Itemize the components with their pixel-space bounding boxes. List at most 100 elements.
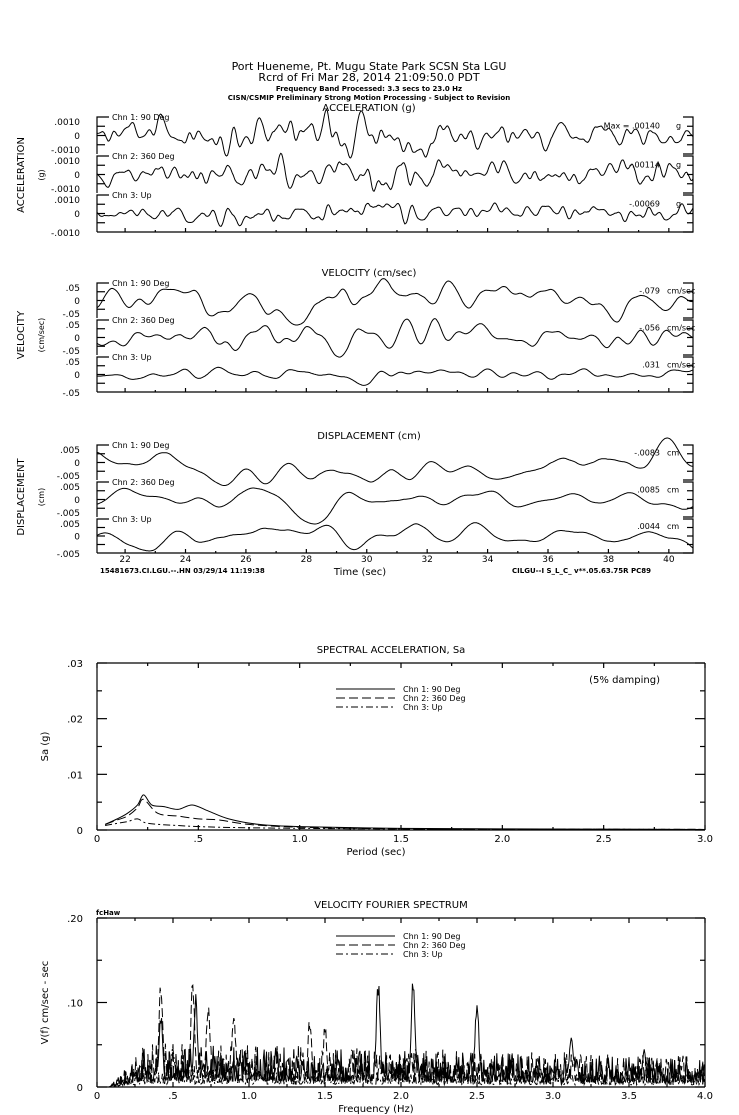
peak-value: .0085 [637, 486, 660, 495]
peak-value: -.056 [639, 324, 660, 333]
trace-line [96, 278, 694, 326]
y-tick-label-zero: 0 [74, 210, 80, 220]
left-bracket [96, 116, 109, 154]
channel-label: Chn 3: Up [112, 353, 152, 362]
channel-2: .005 0 -.005 Chn 2: 360 Deg .0085 cm [57, 478, 694, 525]
x-tick-label: 34 [482, 555, 494, 565]
y-tick-label-pos: .005 [60, 483, 80, 493]
time-series-panels: ACCELERATION (g) ACCELERATION (g) .0010 0 -.0… [16, 103, 695, 578]
y-tick-label-zero: 0 [74, 533, 80, 543]
panel-title: ACCELERATION (g) [322, 103, 415, 114]
y-tick-label: .03 [67, 659, 83, 670]
peak-unit: cm [667, 449, 679, 458]
channel-label: Chn 1: 90 Deg [112, 441, 169, 450]
y-tick-label-neg: -.05 [62, 389, 80, 399]
side-label: ACCELERATION [16, 137, 27, 213]
peak-value: .031 [642, 361, 660, 370]
y-tick-label-zero: 0 [74, 334, 80, 344]
spectral-acceleration-chart: SPECTRAL ACCELERATION, Sa 0 .5 1.0 1.5 2.0 2.5… [40, 645, 713, 858]
channel-3: .0010 0 -.0010 Chn 3: Up -.00069 g [51, 191, 694, 239]
side-label: VELOCITY [16, 310, 27, 359]
y-tick-label: .20 [67, 914, 83, 925]
y-tick-label-pos: .05 [66, 284, 80, 294]
peak-unit: g [676, 122, 681, 131]
left-bracket [96, 155, 109, 193]
x-axis-label: Period (sec) [346, 847, 405, 858]
x-tick-label: 3.0 [545, 1091, 561, 1102]
y-tick-label: 0 [77, 826, 83, 837]
y-tick-label-pos: .0010 [54, 118, 80, 128]
chart-title: SPECTRAL ACCELERATION, Sa [317, 645, 466, 656]
y-tick-label-pos: .0010 [54, 196, 80, 206]
channel-2: .0010 0 -.0010 Chn 2: 360 Deg -.00114 g [51, 152, 694, 195]
header-station: Port Hueneme, Pt. Mugu State Park SCSN S… [232, 60, 507, 73]
y-tick-label-neg: -.0010 [51, 229, 80, 239]
y-tick-label-neg: -.0010 [51, 146, 80, 156]
x-tick-label: 28 [301, 555, 313, 565]
peak-value: -.079 [639, 287, 660, 296]
x-tick-label: 1.5 [317, 1091, 333, 1102]
x-tick-label: 22 [119, 555, 130, 565]
trace-line [96, 522, 694, 552]
peak-value: Max = .00140 [604, 122, 660, 131]
peak-unit: cm [667, 486, 679, 495]
channel-label: Chn 1: 90 Deg [112, 279, 169, 288]
legend-label: Chn 2: 360 Deg [403, 941, 466, 950]
peak-value: -.00069 [629, 200, 660, 209]
x-tick-label: 26 [240, 555, 252, 565]
legend-label: Chn 3: Up [403, 950, 443, 959]
peak-unit: g [676, 200, 681, 209]
y-tick-label-neg: -.005 [57, 509, 80, 519]
y-tick-label-neg: -.005 [57, 472, 80, 482]
channel-label: Chn 1: 90 Deg [112, 113, 169, 122]
y-tick-label-zero: 0 [74, 459, 80, 469]
x-tick-label: 38 [603, 555, 615, 565]
header-band: Frequency Band Processed: 3.3 secs to 23… [276, 85, 462, 93]
channel-2: .05 0 -.05 Chn 2: 360 Deg -.056 cm/sec [62, 316, 695, 358]
y-tick-label-pos: .05 [66, 358, 80, 368]
x-tick-label: .5 [168, 1091, 178, 1102]
trace-line [96, 437, 694, 486]
panel-displacement: DISPLACEMENT (cm) DISPLACEMENT (cm) .005 0 -.… [16, 431, 694, 578]
y-tick-label-zero: 0 [74, 297, 80, 307]
header: Port Hueneme, Pt. Mugu State Park SCSN S… [228, 60, 510, 102]
left-bracket [96, 518, 109, 553]
y-tick-label-zero: 0 [74, 171, 80, 181]
peak-value: -.0083 [634, 449, 660, 458]
x-tick-label: 0 [94, 834, 100, 845]
footer-right: CILGU--I S_L_C_ v**.05.63.75R PC89 [512, 567, 651, 575]
y-tick-label-neg: -.005 [57, 550, 80, 560]
side-label: DISPLACEMENT [16, 457, 27, 535]
channel-1: .05 0 -.05 Chn 1: 90 Deg -.079 cm/sec [62, 278, 695, 326]
x-tick-label: 0 [94, 1091, 100, 1102]
panel-acceleration: ACCELERATION (g) ACCELERATION (g) .0010 0 -.0… [16, 103, 694, 239]
x-tick-label: 30 [361, 555, 373, 565]
trace-line [96, 487, 694, 525]
y-tick-label-zero: 0 [74, 496, 80, 506]
trace-line [96, 108, 694, 159]
panel-velocity: VELOCITY (cm/sec) VELOCITY (cm/sec) .05 0 -.0… [16, 268, 695, 399]
channel-1: .0010 0 -.0010 Chn 1: 90 Deg Max = .00140 g [51, 108, 694, 159]
y-tick-label: .02 [67, 715, 83, 726]
trace-line [96, 318, 694, 358]
channel-1: .005 0 -.005 Chn 1: 90 Deg -.0083 cm [57, 437, 694, 486]
x-tick-label: .5 [194, 834, 204, 845]
y-tick-label-zero: 0 [74, 132, 80, 142]
y-tick-label-neg: -.0010 [51, 185, 80, 195]
y-tick-label-neg: -.05 [62, 310, 80, 320]
damping-note: (5% damping) [589, 675, 660, 686]
y-tick-label-pos: .0010 [54, 157, 80, 167]
x-tick-label: 3.5 [621, 1091, 637, 1102]
channel-label: Chn 2: 360 Deg [112, 316, 175, 325]
channel-3: .05 0 -.05 Chn 3: Up .031 cm/sec [62, 353, 695, 399]
y-axis-label: Sa (g) [40, 732, 51, 762]
peak-unit: cm [667, 522, 679, 531]
x-tick-label: 1.5 [393, 834, 409, 845]
x-tick-label: 2.5 [596, 834, 612, 845]
legend-label: Chn 1: 90 Deg [403, 685, 460, 694]
left-bracket [96, 481, 109, 517]
y-tick-label-neg: -.05 [62, 347, 80, 357]
peak-unit: cm/sec [667, 361, 695, 370]
x-tick-label: 1.0 [292, 834, 308, 845]
